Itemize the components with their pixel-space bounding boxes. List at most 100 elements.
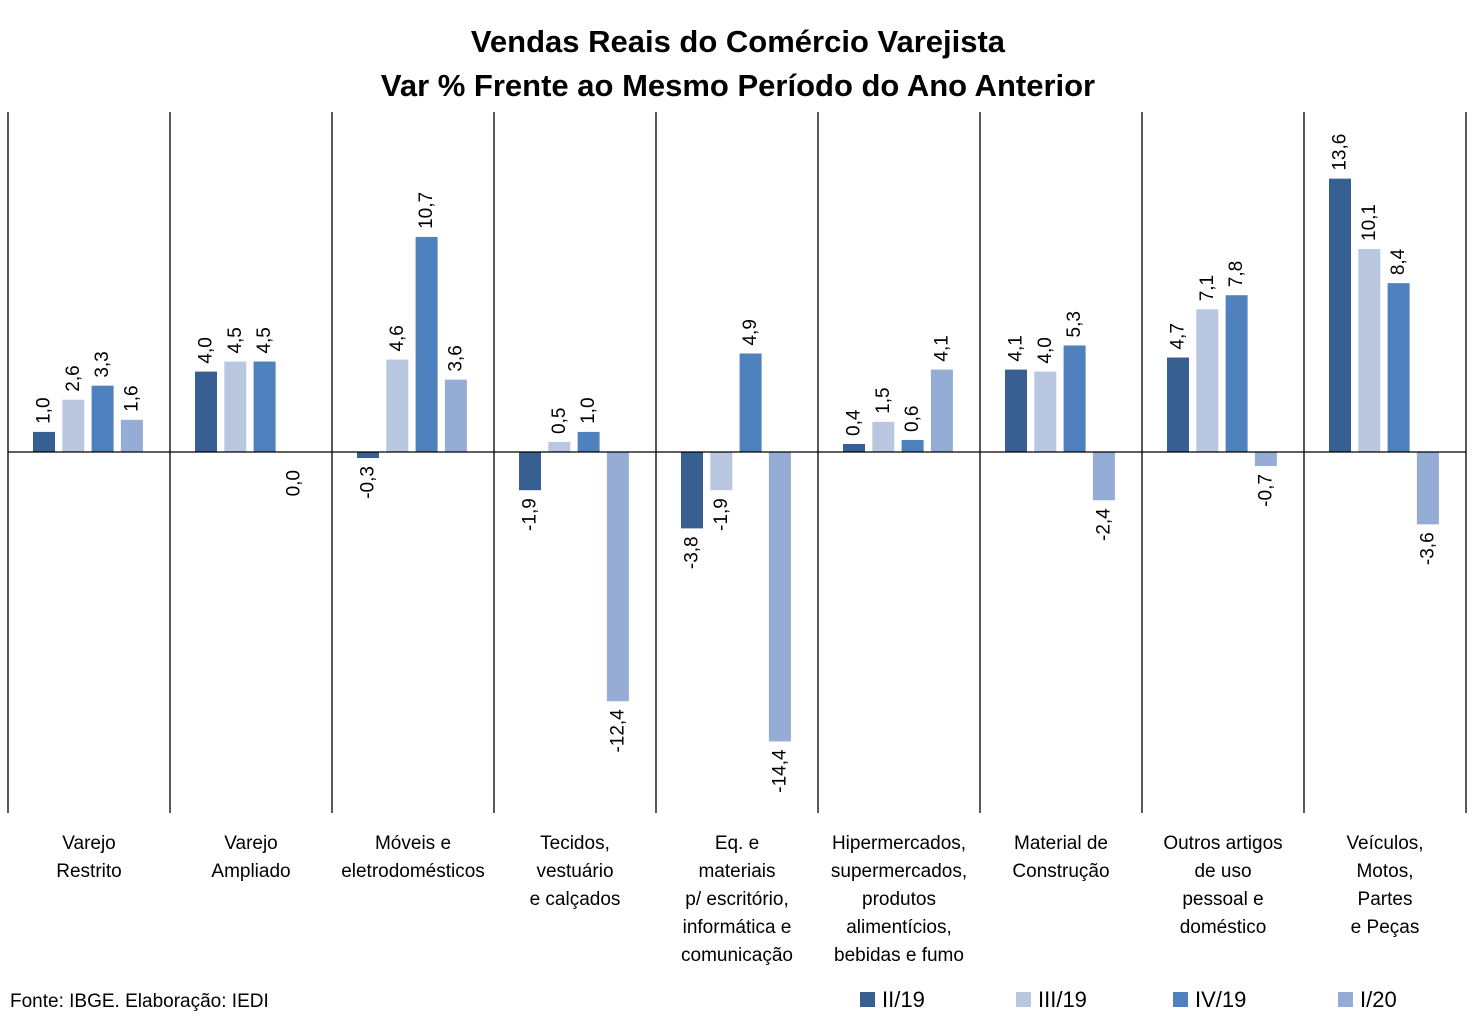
data-label: 4,1 (1006, 335, 1027, 361)
bar (91, 385, 114, 452)
data-label: 0,0 (283, 470, 304, 496)
bar (1358, 248, 1381, 452)
data-label: -14,4 (769, 749, 790, 793)
source-note: Fonte: IBGE. Elaboração: IEDI (10, 991, 269, 1012)
bar (224, 361, 247, 452)
category-label: comunicação (681, 945, 793, 966)
data-label: 1,0 (578, 397, 599, 423)
bar (415, 236, 438, 452)
bar (930, 369, 953, 452)
data-label: 2,6 (63, 365, 84, 391)
data-label: -0,3 (358, 466, 379, 499)
bar (1005, 369, 1027, 452)
data-label: 3,6 (445, 345, 466, 371)
legend-swatch (1016, 992, 1031, 1007)
legend-swatch (1338, 992, 1353, 1007)
category-label: Material de (1014, 833, 1108, 854)
data-label: 7,8 (1226, 261, 1247, 287)
category-label: supermercados, (831, 861, 967, 882)
bar (253, 361, 276, 452)
bar (843, 443, 865, 452)
bar (519, 452, 541, 491)
bar (444, 379, 467, 452)
data-label: -0,7 (1255, 474, 1276, 507)
chart-title-line-1: Vendas Reais do Comércio Varejista (471, 24, 1006, 59)
bar (195, 371, 217, 452)
category-label: Tecidos, (540, 833, 610, 854)
bar (1167, 357, 1189, 452)
category-label: Hipermercados, (832, 833, 966, 854)
data-label: 10,1 (1359, 204, 1380, 241)
bar (120, 419, 143, 452)
data-label: 4,9 (740, 319, 761, 345)
category-label: pessoal e (1182, 889, 1263, 910)
data-label: -1,9 (520, 498, 541, 531)
category-label: Construção (1012, 861, 1109, 882)
legend-swatch (860, 992, 875, 1007)
legend-label: I/20 (1360, 987, 1397, 1012)
category-label: vestuário (536, 861, 613, 882)
category-label: eletrodomésticos (341, 861, 485, 882)
category-label: Partes (1358, 889, 1413, 910)
bar (357, 452, 379, 459)
bar (386, 359, 409, 452)
category-label: Outros artigos (1163, 833, 1282, 854)
category-label: produtos (862, 889, 936, 910)
category-label: materiais (698, 861, 775, 882)
bar (577, 431, 600, 452)
bar (1329, 178, 1351, 452)
data-label: 7,1 (1197, 275, 1218, 301)
legend-label: II/19 (882, 987, 925, 1012)
data-label: 13,6 (1330, 134, 1351, 171)
bar-series (33, 178, 1439, 742)
data-label: 4,0 (1035, 337, 1056, 363)
data-label: 1,6 (121, 385, 142, 411)
data-label: 4,5 (225, 327, 246, 353)
data-label: 4,1 (931, 335, 952, 361)
bar (1092, 452, 1115, 501)
bar (739, 353, 762, 452)
data-label: 4,6 (387, 325, 408, 351)
bar (1034, 371, 1057, 452)
bar (1254, 452, 1277, 467)
category-dividers (7, 112, 1467, 813)
chart-subtitle: Var % Frente ao Mesmo Período do Ano Ant… (381, 68, 1095, 103)
data-label: 0,4 (844, 409, 865, 436)
data-label: -1,9 (711, 498, 732, 531)
data-label: 8,4 (1388, 248, 1409, 275)
category-label: Ampliado (211, 861, 290, 882)
category-label: bebidas e fumo (834, 945, 964, 966)
category-label: doméstico (1180, 917, 1267, 938)
category-label: p/ escritório, (685, 889, 788, 910)
category-label: Veículos, (1346, 833, 1423, 854)
legend-label: IV/19 (1195, 987, 1246, 1012)
data-label: -2,4 (1093, 508, 1114, 541)
bar (1225, 295, 1248, 452)
bar (681, 452, 703, 529)
data-label: 0,5 (549, 408, 570, 434)
category-label: Varejo (224, 833, 278, 854)
bar (33, 431, 55, 452)
data-label: 1,0 (34, 397, 55, 423)
data-label: -3,8 (682, 536, 703, 569)
bar (710, 452, 733, 491)
legend: II/19 III/19 IV/19 I/20 (860, 987, 1397, 1012)
data-labels: 1,0 4,0 -0,3 -1,9 -3,8 0,4 4,1 4,7 13,6 2,6 4,5 4,6… (34, 134, 1439, 793)
category-label: e Peças (1351, 917, 1420, 938)
legend-swatch (1173, 992, 1188, 1007)
data-label: 0,6 (902, 406, 923, 432)
category-label: Motos, (1356, 861, 1413, 882)
legend-label: III/19 (1038, 987, 1087, 1012)
category-labels: Varejo Restrito Varejo Ampliado Móveis e elet… (56, 833, 1423, 966)
data-label: 1,5 (873, 387, 894, 413)
bar (1387, 283, 1410, 452)
data-label: 10,7 (416, 192, 437, 229)
bar (548, 441, 571, 452)
category-label: Restrito (56, 861, 121, 882)
chart-title: Vendas Reais do Comércio Varejista Var %… (381, 24, 1095, 103)
bar (1196, 309, 1219, 452)
data-label: -3,6 (1417, 532, 1438, 565)
bar (1063, 345, 1086, 452)
data-label: 4,0 (196, 337, 217, 363)
